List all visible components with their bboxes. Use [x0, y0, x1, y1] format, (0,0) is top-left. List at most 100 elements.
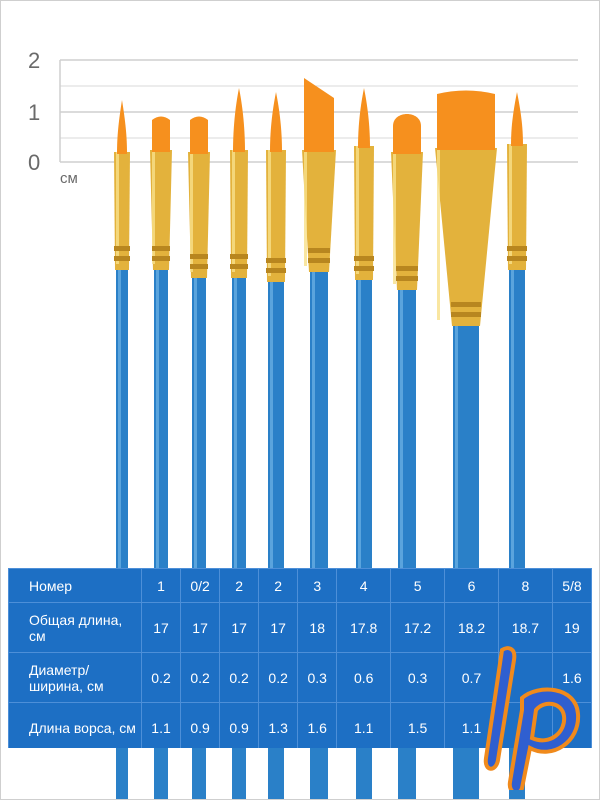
ferrule-ring [308, 258, 330, 263]
brush-bristles [437, 90, 495, 150]
spec-cell: 0.2 [219, 652, 260, 703]
ferrule-ring [152, 256, 170, 261]
spec-cell: 5/8 [551, 568, 593, 603]
spec-cell: 1.5 [390, 702, 446, 753]
spec-table: Номер 1 0/2 2 2 3 4 5 6 8 5/8 Общая длина, см 17 17 17… [8, 568, 593, 753]
ferrule-highlight [232, 150, 235, 272]
spec-cell: 18.7 [497, 602, 553, 653]
brush-4 [230, 88, 248, 570]
brush-bristles [393, 114, 421, 154]
brush-ferrule [435, 148, 497, 326]
ferrule-ring [507, 256, 527, 261]
ferrule-ring [266, 268, 286, 273]
brush-bristles [152, 116, 170, 152]
spec-cell: 1.1 [140, 702, 182, 753]
logo-p-stroke [507, 687, 581, 790]
spec-cell: 0.3 [297, 652, 338, 703]
ferrule-ring [190, 264, 208, 269]
spec-cell: 0/2 [180, 568, 221, 603]
brush-ferrule [302, 150, 336, 272]
spec-cell: 18 [297, 602, 338, 653]
spec-cell: 17 [140, 602, 182, 653]
brush-handle-highlight [194, 278, 197, 570]
spec-row-label: Номер [8, 568, 142, 603]
brush-handle-highlight [511, 270, 514, 570]
spec-cell: 6 [444, 568, 499, 603]
brush-handle-highlight [400, 290, 403, 570]
brush-ferrule [391, 152, 423, 290]
brush-bristles [233, 88, 245, 152]
spec-cell: 0.9 [219, 702, 260, 753]
ferrule-highlight [268, 150, 271, 276]
brush-handle-highlight [156, 270, 159, 570]
brush-handle-highlight [234, 278, 237, 570]
ferrule-ring [190, 254, 208, 259]
ferrule-ring [396, 276, 418, 281]
spec-cell: 3 [297, 568, 338, 603]
lp-logo [483, 646, 581, 790]
spec-row: Общая длина, см 17 17 17 17 18 17.8 17.2 18.2 18.… [8, 602, 593, 653]
brush-bristles [511, 92, 523, 146]
brush-handle-highlight [118, 270, 121, 570]
ferrule-highlight [509, 144, 512, 264]
spec-cell: 8 [497, 568, 553, 603]
brush-7 [354, 88, 374, 570]
ferrule-ring [354, 256, 374, 261]
logo-l-stroke [483, 646, 517, 771]
spec-cell: 17 [258, 602, 299, 653]
spec-cell: 1.6 [297, 702, 338, 753]
ferrule-ring [308, 248, 330, 253]
ferrule-ring [396, 266, 418, 271]
ferrule-highlight [190, 152, 193, 272]
brush-handle-highlight [312, 272, 315, 570]
spec-row-label: Длина ворса, см [8, 702, 142, 753]
spec-cell: 17.8 [336, 602, 392, 653]
spec-cell: 5 [390, 568, 446, 603]
spec-cell: 2 [219, 568, 260, 603]
brush-10 [507, 92, 527, 570]
brush-bristles [358, 88, 370, 148]
ferrule-highlight [304, 150, 307, 266]
spec-row-label: Диаметр/ ширина, см [8, 652, 142, 703]
spec-row: Номер 1 0/2 2 2 3 4 5 6 8 5/8 [8, 568, 593, 603]
spec-cell: 1 [140, 568, 182, 603]
spec-cell: 2 [258, 568, 299, 603]
brush-handle-highlight [270, 282, 273, 570]
scale-unit: см [60, 170, 78, 187]
spec-cell: 17 [219, 602, 260, 653]
brush-handle-highlight [455, 326, 458, 570]
spec-cell: 1.3 [258, 702, 299, 753]
brush-bristles [304, 78, 334, 152]
brush-5 [266, 92, 286, 570]
ferrule-highlight [116, 152, 119, 264]
brush-8 [391, 114, 423, 570]
brush-handle [116, 270, 128, 570]
spec-cell: 1.1 [336, 702, 392, 753]
scale-label-2: 2 [28, 48, 41, 73]
brush-ferrule [188, 152, 210, 278]
spec-cell: 0.3 [390, 652, 446, 703]
ferrule-ring [451, 312, 481, 317]
brush-handle-highlight [358, 280, 361, 570]
ferrule-ring [451, 302, 481, 307]
spec-row-label: Общая длина, см [8, 602, 142, 653]
ferrule-ring [266, 258, 286, 263]
brush-6 [302, 78, 336, 570]
ferrule-ring [114, 256, 130, 261]
spec-cell: 4 [336, 568, 392, 603]
ferrule-ring [230, 254, 248, 259]
brush-9 [435, 90, 497, 570]
ferrule-highlight [152, 150, 155, 264]
brush-1 [114, 100, 130, 570]
ferrule-ring [354, 266, 374, 271]
ferrule-ring [230, 264, 248, 269]
spec-cell: 0.2 [180, 652, 221, 703]
spec-cell: 17.2 [390, 602, 446, 653]
brush-bristles [117, 100, 127, 154]
brush-3 [188, 116, 210, 570]
spec-cell: 19 [551, 602, 593, 653]
ferrule-highlight [437, 148, 440, 320]
scale-label-0: 0 [28, 150, 41, 175]
